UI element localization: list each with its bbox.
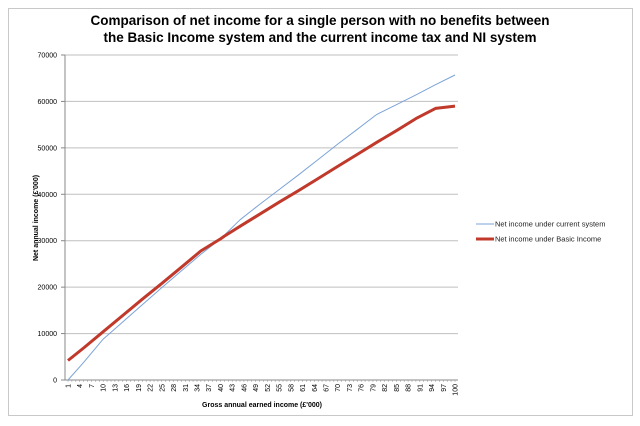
x-axis-label: Gross annual earned income (£'000) (202, 402, 322, 409)
y-axis-label: Net annual income (£'000) (33, 175, 40, 261)
series-basic-income-line (67, 104, 456, 362)
legend-item-basic-income: Net income under Basic Income (476, 235, 601, 244)
x-tick-label: 13 (112, 384, 119, 392)
chart-frame (8, 8, 633, 416)
legend: Net income under current system Net inco… (476, 220, 605, 244)
x-tick-label: 22 (148, 384, 155, 392)
x-tick-label: 10 (101, 384, 108, 392)
x-tick-label: 94 (429, 384, 436, 392)
x-tick-label: 16 (124, 384, 131, 392)
x-tick-label: 46 (241, 384, 248, 392)
y-tick-label: 40000 (38, 192, 58, 199)
x-tick-label: 28 (171, 384, 178, 392)
x-tick-label: 52 (265, 384, 272, 392)
x-tick-label: 34 (195, 384, 202, 392)
y-tick-label: 70000 (38, 53, 58, 60)
x-axis-ticks: 1 4 7 10 13 16 19 22 25 28 31 34 37 40 43 46 49 52 55 58 61 6… (66, 380, 460, 396)
x-tick-label: 88 (406, 384, 413, 392)
series-current-system-line (67, 74, 456, 381)
x-tick-label: 1 (66, 384, 73, 388)
x-tick-label: 97 (441, 384, 448, 392)
x-tick-label: 31 (183, 384, 190, 392)
chart-title-line-1: Comparison of net income for a single pe… (90, 13, 550, 28)
y-tick-label: 60000 (38, 99, 58, 106)
x-tick-label: 64 (312, 384, 319, 392)
y-tick-label: 50000 (38, 145, 58, 152)
series-lines (67, 74, 456, 381)
x-tick-label: 55 (277, 384, 284, 392)
x-tick-label: 67 (324, 384, 331, 392)
x-tick-label: 43 (230, 384, 237, 392)
y-tick-label: 20000 (38, 285, 58, 292)
x-tick-label: 49 (253, 384, 260, 392)
y-tick-label: 0 (53, 378, 57, 385)
chart-title-line-2: the Basic Income system and the current … (103, 30, 537, 45)
legend-label: Net income under current system (495, 220, 605, 229)
x-tick-label: 7 (89, 384, 96, 388)
x-tick-label: 76 (359, 384, 366, 392)
chart-title: Comparison of net income for a single pe… (0, 12, 640, 46)
y-tick-label: 30000 (38, 238, 58, 245)
y-tick-label: 10000 (38, 331, 58, 338)
gridlines (65, 54, 458, 335)
x-tick-label: 85 (394, 384, 401, 392)
x-tick-label: 91 (417, 384, 424, 392)
x-tick-label: 73 (347, 384, 354, 392)
x-tick-label: 100 (453, 384, 460, 396)
x-tick-label: 58 (288, 384, 295, 392)
legend-item-current-system: Net income under current system (476, 220, 605, 229)
x-tick-label: 19 (136, 384, 143, 392)
x-tick-label: 4 (77, 384, 84, 388)
x-tick-label: 25 (159, 384, 166, 392)
x-tick-label: 61 (300, 384, 307, 392)
x-tick-label: 40 (218, 384, 225, 392)
x-tick-label: 37 (206, 384, 213, 392)
legend-label: Net income under Basic Income (495, 235, 601, 244)
y-axis-ticks: 0 10000 20000 30000 40000 50000 60000 70000 (38, 53, 65, 385)
x-tick-label: 70 (335, 384, 342, 392)
x-tick-label: 82 (382, 384, 389, 392)
x-tick-label: 79 (370, 384, 377, 392)
